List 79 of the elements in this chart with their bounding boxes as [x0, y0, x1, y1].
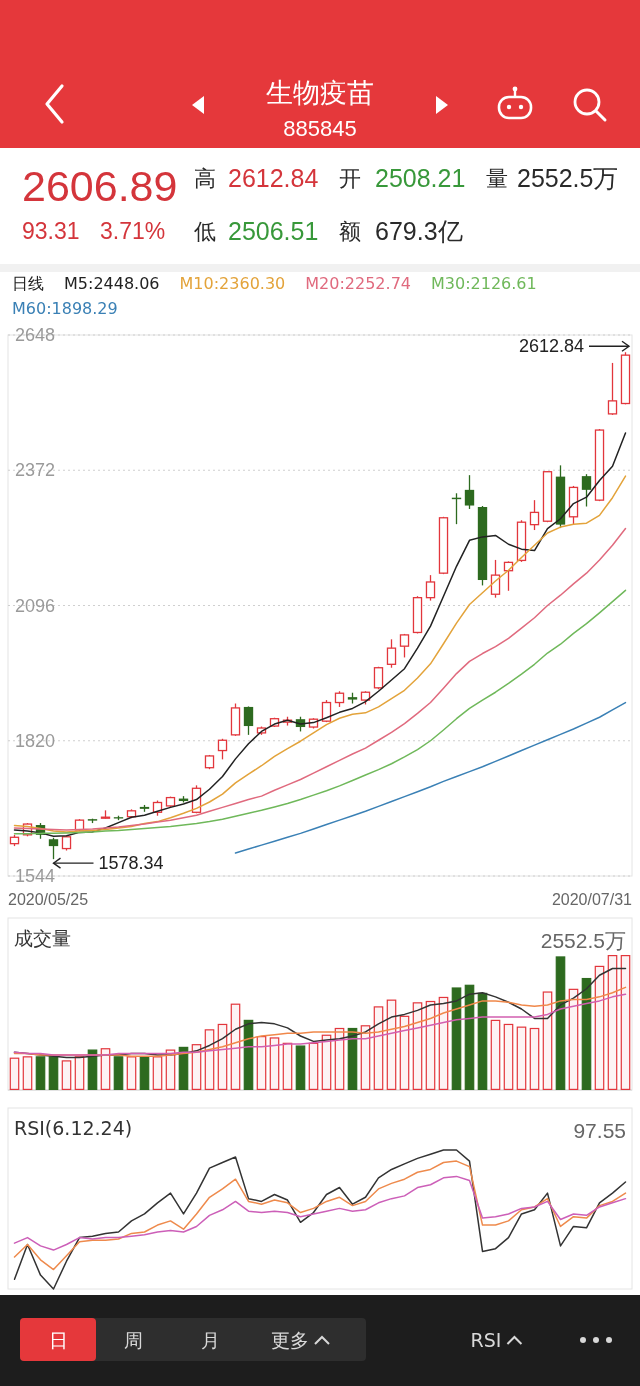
line-series — [234, 701, 627, 854]
bar — [22, 1056, 33, 1090]
text: M10:2360.30 — [179, 273, 286, 293]
text: 月 — [200, 1329, 220, 1351]
text: 885845 — [283, 115, 357, 141]
y-tick-label: 2648 — [15, 325, 56, 345]
candlestick — [243, 705, 254, 736]
bar — [308, 1042, 319, 1090]
bar — [126, 1056, 137, 1090]
bar — [555, 956, 566, 1090]
bar — [61, 1060, 72, 1090]
annotation: 1578.34 — [98, 853, 164, 874]
bar — [542, 991, 553, 1090]
text: 2020/07/31 — [551, 890, 633, 908]
candlestick — [490, 559, 501, 599]
text: 679.3亿 — [375, 217, 463, 245]
candlestick — [217, 738, 228, 761]
text: 开 — [339, 165, 361, 191]
text: 2020/05/25 — [8, 890, 89, 908]
text: M5:2448.06 — [64, 273, 160, 293]
text: 2606.89 — [22, 162, 178, 210]
text: 量 — [486, 165, 508, 191]
bar — [256, 1036, 267, 1090]
text: 额 — [339, 218, 361, 244]
bar — [490, 1019, 501, 1090]
y-tick-label: 1820 — [15, 730, 56, 751]
text: 2552.5万 — [540, 928, 626, 952]
bar — [568, 988, 579, 1090]
bar — [516, 1026, 527, 1090]
text: 低 — [194, 218, 216, 244]
bar — [35, 1056, 46, 1090]
annotation: 2612.84 — [518, 336, 584, 357]
y-tick-label: 2372 — [15, 460, 56, 481]
y-tick-label: 2096 — [15, 595, 56, 616]
text: M20:2252.74 — [305, 273, 411, 293]
text: RSI — [470, 1329, 502, 1351]
text: 更多 — [271, 1329, 309, 1351]
bar — [100, 1048, 111, 1090]
candlestick — [464, 474, 475, 510]
text: 3.71% — [100, 218, 166, 244]
text: 93.31 — [22, 218, 80, 244]
y-tick-label: 1544 — [15, 866, 56, 886]
text: 周 — [123, 1329, 143, 1351]
text: M30:2126.61 — [430, 273, 537, 293]
text: 97.55 — [573, 1118, 626, 1142]
bar — [581, 977, 592, 1090]
bar — [607, 955, 618, 1090]
bar — [139, 1056, 150, 1090]
bar — [48, 1056, 59, 1090]
bar — [620, 955, 631, 1090]
bar — [529, 1027, 540, 1090]
legend-title: 日线 — [12, 273, 44, 293]
text: 2508.21 — [375, 164, 466, 192]
chart-title: 成交量 — [14, 927, 71, 949]
candlestick — [425, 574, 436, 602]
bar — [451, 987, 462, 1090]
candlestick — [581, 473, 592, 508]
bar — [594, 965, 605, 1090]
text: 高 — [194, 165, 216, 191]
bar — [74, 1056, 85, 1090]
candlestick — [386, 638, 397, 669]
text: 生物疫苗 — [266, 76, 374, 108]
text: 2612.84 — [228, 164, 319, 192]
text: M60:1898.29 — [12, 298, 118, 318]
bar — [295, 1045, 306, 1090]
candlestick — [529, 499, 540, 531]
bar — [282, 1042, 293, 1090]
candlestick — [48, 837, 59, 860]
text: 2506.51 — [228, 217, 319, 245]
line-series — [13, 589, 627, 835]
bar — [113, 1056, 124, 1090]
chart-title: RSI(6.12.24) — [14, 1117, 133, 1139]
candlestick — [607, 362, 618, 416]
bar — [9, 1057, 20, 1090]
bar — [503, 1023, 514, 1090]
bar — [269, 1037, 280, 1090]
text: 日 — [48, 1329, 68, 1351]
bar — [152, 1056, 163, 1090]
text: 2552.5万 — [517, 164, 619, 192]
